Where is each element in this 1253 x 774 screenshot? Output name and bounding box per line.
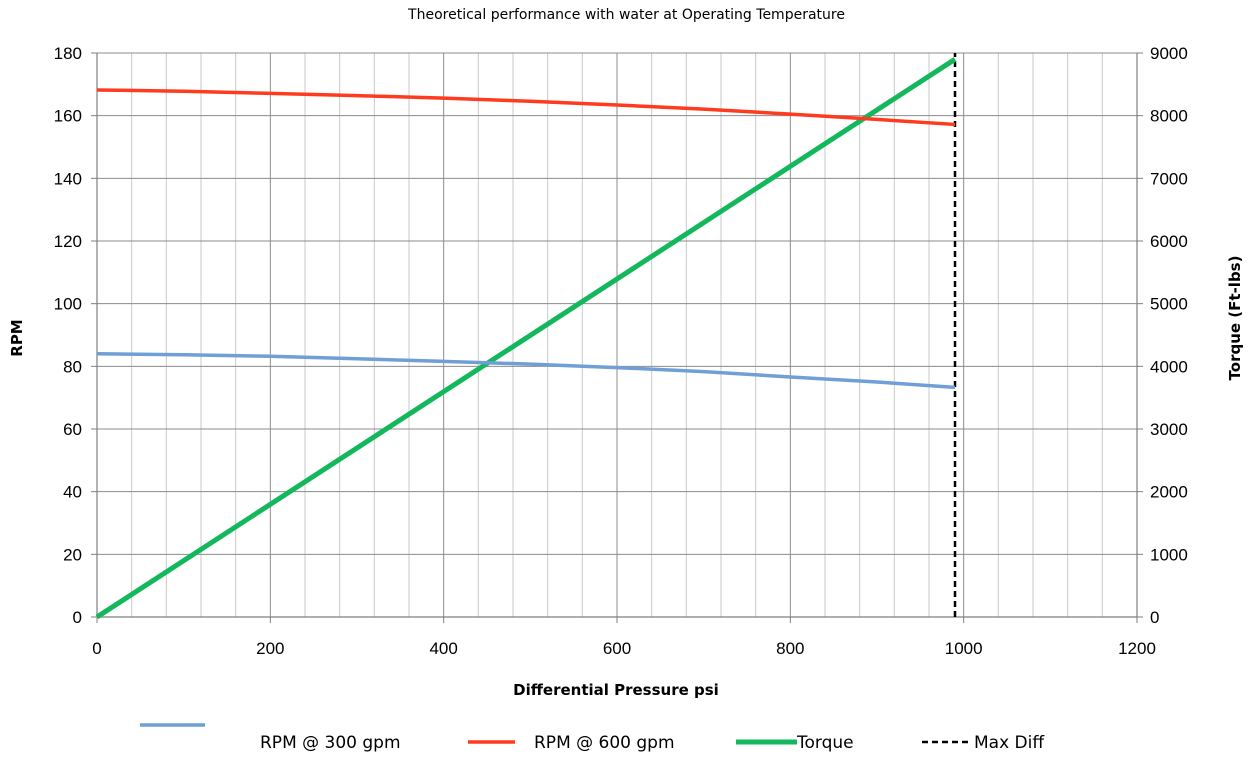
- y2-tick-label: 2000: [1150, 483, 1188, 502]
- y2-axis-ticks: 0 1000 2000 3000 4000 5000 6000 7000 8000 9000: [1137, 44, 1188, 627]
- y-tick-label: 140: [54, 169, 82, 188]
- legend: RPM @ 300 gpm RPM @ 600 gpm Torque Max Diff: [140, 723, 1045, 753]
- y2-tick-label: 7000: [1150, 169, 1188, 188]
- x-tick-label: 200: [256, 639, 284, 658]
- x-tick-label: 400: [429, 639, 457, 658]
- y-axis-ticks: 0 20 40 60 80 100 120 140 160 180: [54, 44, 97, 627]
- y-tick-label: 0: [73, 608, 82, 627]
- y-tick-label: 20: [63, 545, 82, 564]
- y2-tick-label: 8000: [1150, 107, 1188, 126]
- y-axis-label: RPM: [8, 319, 26, 356]
- y2-tick-label: 5000: [1150, 295, 1188, 314]
- y-tick-label: 80: [63, 357, 82, 376]
- y2-tick-label: 9000: [1150, 44, 1188, 63]
- series-line-torque: [95, 57, 957, 620]
- y2-tick-label: 4000: [1150, 357, 1188, 376]
- y-tick-label: 160: [54, 107, 82, 126]
- legend-label-torque: Torque: [796, 733, 854, 753]
- series-layer: [95, 53, 957, 620]
- x-tick-label: 1200: [1118, 639, 1156, 658]
- x-tick-label: 0: [92, 639, 101, 658]
- y-tick-label: 120: [54, 232, 82, 251]
- major-grid: [96, 52, 1138, 618]
- x-tick-label: 800: [776, 639, 804, 658]
- legend-label-max-diff: Max Diff: [974, 733, 1045, 753]
- minor-grid: [131, 53, 1103, 617]
- y2-tick-label: 6000: [1150, 232, 1188, 251]
- y-tick-label: 60: [63, 420, 82, 439]
- series-line-rpm-600-gpm: [96, 88, 956, 127]
- chart-title: Theoretical performance with water at Op…: [408, 7, 845, 23]
- legend-label-rpm-600-gpm: RPM @ 600 gpm: [534, 733, 675, 753]
- y2-tick-label: 1000: [1150, 545, 1188, 564]
- series-line-rpm-300-gpm: [96, 352, 956, 390]
- legend-label-rpm-300-gpm: RPM @ 300 gpm: [260, 733, 401, 753]
- y-tick-label: 180: [54, 44, 82, 63]
- y2-tick-label: 0: [1150, 608, 1159, 627]
- y2-tick-label: 3000: [1150, 420, 1188, 439]
- y-tick-label: 100: [54, 295, 82, 314]
- y-tick-label: 40: [63, 483, 82, 502]
- x-axis-ticks: 0 200 400 600 800 1000 1200: [92, 617, 1156, 658]
- x-tick-label: 600: [603, 639, 631, 658]
- x-tick-label: 1000: [945, 639, 983, 658]
- x-axis-label: Differential Pressure psi: [513, 681, 719, 699]
- y2-axis-label: Torque (Ft-lbs): [1226, 256, 1244, 381]
